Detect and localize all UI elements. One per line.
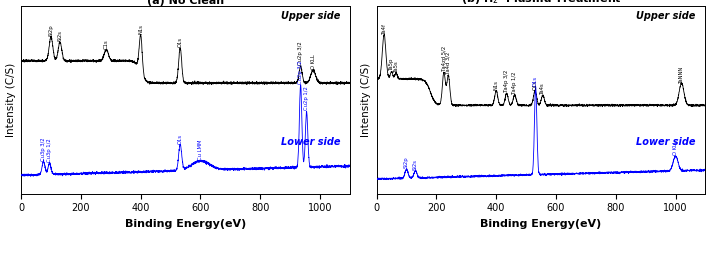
Text: Ta4s: Ta4s xyxy=(540,82,545,94)
Text: Si2s: Si2s xyxy=(58,30,63,41)
Text: Cu2p 3/2: Cu2p 3/2 xyxy=(298,60,303,84)
Text: Ta5p: Ta5p xyxy=(389,58,394,70)
Text: Cu2p 3/2: Cu2p 3/2 xyxy=(298,42,303,65)
Text: Si2p: Si2p xyxy=(404,156,409,168)
Text: Cu3p 3/2: Cu3p 3/2 xyxy=(41,138,46,161)
Text: N1s: N1s xyxy=(138,24,143,34)
X-axis label: Binding Energy(eV): Binding Energy(eV) xyxy=(481,219,602,229)
Text: Ta5s: Ta5s xyxy=(394,60,399,72)
Text: Ta4p 3/2: Ta4p 3/2 xyxy=(504,70,509,93)
Text: Upper side: Upper side xyxy=(281,11,340,21)
Text: Lower side: Lower side xyxy=(281,137,340,147)
Text: O1s: O1s xyxy=(533,79,538,90)
Text: Si2p: Si2p xyxy=(48,25,53,36)
Text: Upper side: Upper side xyxy=(636,11,695,21)
Text: O1s: O1s xyxy=(533,76,538,86)
Text: Ta4p 1/2: Ta4p 1/2 xyxy=(512,71,517,94)
Text: Ta4d 3/2: Ta4d 3/2 xyxy=(446,51,451,74)
Text: Cu2p 1/2: Cu2p 1/2 xyxy=(304,87,309,110)
Text: TaNNN: TaNNN xyxy=(679,65,684,83)
Text: Ta4zd 5/2: Ta4zd 5/2 xyxy=(442,46,447,71)
Text: Si2s: Si2s xyxy=(413,159,418,170)
Text: C1s: C1s xyxy=(104,39,109,49)
Text: N1s: N1s xyxy=(493,80,498,90)
Text: O KLL: O KLL xyxy=(673,141,678,155)
Text: O1s: O1s xyxy=(178,37,183,47)
X-axis label: Binding Energy(eV): Binding Energy(eV) xyxy=(125,219,246,229)
Y-axis label: Intensity (C/S): Intensity (C/S) xyxy=(361,62,371,137)
Text: Lower side: Lower side xyxy=(636,137,695,147)
Text: O KLL: O KLL xyxy=(311,54,316,69)
Text: Cu LMM: Cu LMM xyxy=(198,140,203,160)
Title: (b) H$_2$  Plasma Treatment: (b) H$_2$ Plasma Treatment xyxy=(461,0,621,6)
Y-axis label: Intensity (C/S): Intensity (C/S) xyxy=(6,62,16,137)
Title: (a) No Clean: (a) No Clean xyxy=(147,0,224,6)
Text: Ta4f: Ta4f xyxy=(382,23,387,34)
Text: O1s: O1s xyxy=(178,134,183,144)
Text: Cu3p 1/2: Cu3p 1/2 xyxy=(47,138,52,162)
